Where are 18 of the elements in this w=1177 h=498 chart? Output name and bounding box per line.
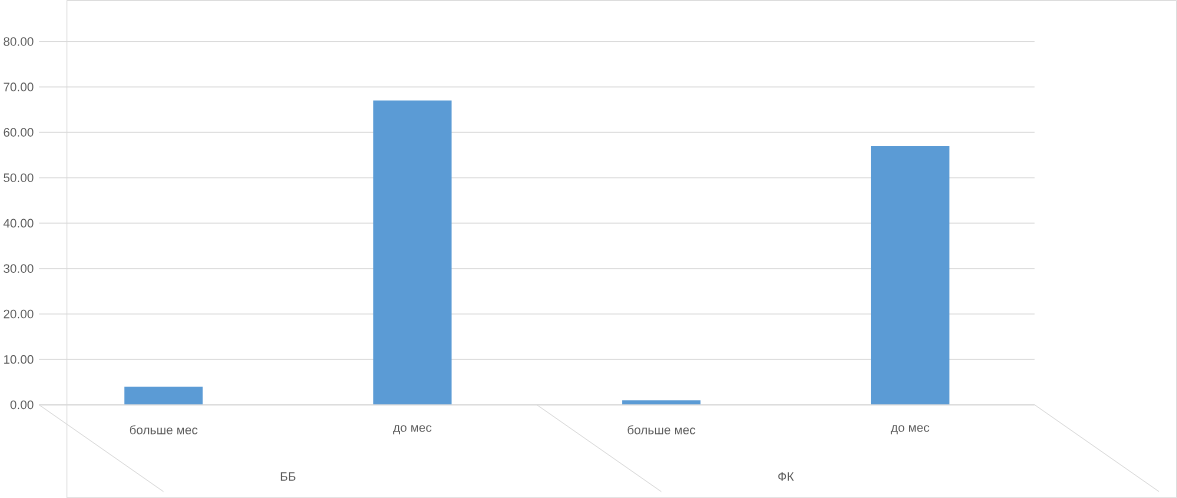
y-tick-label: 60.00	[3, 127, 34, 137]
y-tick-label: 50.00	[3, 173, 34, 182]
y-tick-label: 80.00	[3, 37, 34, 46]
bar	[124, 386, 203, 405]
y-tick-label: 30.00	[3, 264, 34, 273]
text: ББ	[280, 472, 296, 481]
bar	[373, 100, 452, 405]
y-tick-label: 20.00	[3, 309, 34, 319]
x-tick-label: больше мес	[627, 425, 696, 435]
text: ФК	[778, 472, 794, 481]
x-tick-label: больше мес	[129, 425, 198, 435]
x-tick-label: до мес	[890, 425, 930, 435]
x-tick-label: до мес	[393, 425, 432, 435]
y-tick-label: 40.00	[3, 218, 34, 228]
y-tick-label: 70.00	[3, 82, 34, 92]
y-tick-label: 10.00	[4, 354, 34, 364]
y-tick-label: 0.00	[10, 400, 34, 410]
bar	[870, 145, 950, 405]
